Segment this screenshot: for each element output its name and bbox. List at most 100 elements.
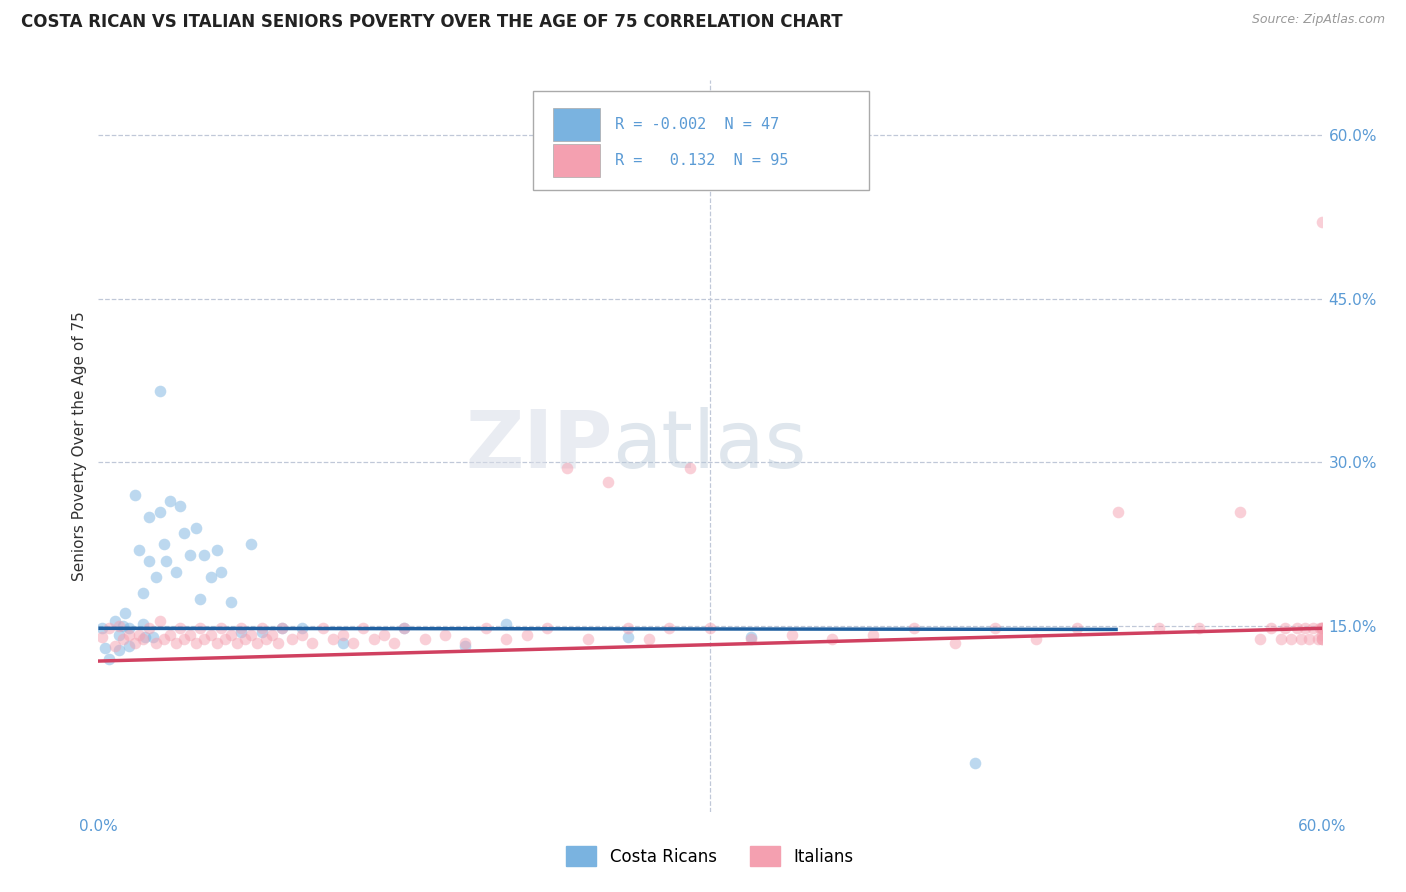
Point — [132, 632, 155, 647]
Point — [516, 628, 538, 642]
Text: R = -0.002  N = 47: R = -0.002 N = 47 — [614, 117, 779, 132]
Point — [984, 621, 1007, 635]
Point — [495, 632, 517, 647]
Point — [152, 632, 174, 647]
Point — [1310, 632, 1333, 647]
Point — [138, 554, 160, 568]
Point — [142, 630, 165, 644]
Point — [169, 621, 191, 635]
Point — [118, 628, 141, 642]
Point — [1309, 621, 1331, 635]
Point — [219, 595, 242, 609]
Point — [186, 635, 208, 649]
Point — [598, 475, 620, 489]
Point — [209, 621, 232, 635]
Point — [188, 591, 212, 606]
Point — [134, 630, 156, 644]
Point — [209, 565, 232, 579]
Point — [536, 621, 558, 635]
Point — [152, 537, 174, 551]
Point — [138, 510, 160, 524]
Point — [138, 621, 160, 635]
Point — [200, 628, 222, 642]
Point — [740, 632, 762, 647]
Y-axis label: Seniors Poverty Over the Age of 75: Seniors Poverty Over the Age of 75 — [72, 311, 87, 581]
Point — [149, 614, 172, 628]
Point — [165, 565, 187, 579]
Point — [145, 635, 167, 649]
Point — [1298, 632, 1320, 647]
Point — [862, 628, 884, 642]
Point — [188, 621, 212, 635]
FancyBboxPatch shape — [533, 91, 869, 190]
Point — [903, 621, 925, 635]
Point — [114, 606, 136, 620]
Point — [301, 635, 323, 649]
Point — [179, 628, 201, 642]
Point — [186, 521, 208, 535]
Point — [679, 460, 702, 475]
Point — [145, 570, 167, 584]
Point — [250, 621, 273, 635]
Point — [1291, 632, 1313, 647]
Point — [434, 628, 457, 642]
Point — [1306, 632, 1329, 647]
Bar — [554, 145, 600, 178]
Point — [179, 548, 201, 562]
Point — [1302, 621, 1324, 635]
Point — [495, 616, 517, 631]
Point — [1274, 621, 1296, 635]
Point — [1310, 621, 1333, 635]
Point — [159, 493, 181, 508]
Point — [454, 635, 477, 649]
Point — [1107, 504, 1129, 518]
Point — [1310, 215, 1333, 229]
Point — [205, 542, 228, 557]
Point — [104, 614, 127, 628]
Point — [658, 621, 681, 635]
Point — [219, 628, 242, 642]
Point — [200, 570, 222, 584]
Point — [780, 628, 803, 642]
Point — [91, 621, 114, 635]
Point — [111, 632, 134, 647]
Point — [226, 635, 249, 649]
Point — [108, 619, 131, 633]
Point — [363, 632, 385, 647]
Point — [342, 635, 364, 649]
Point — [165, 635, 187, 649]
Point — [205, 635, 228, 649]
Point — [240, 628, 263, 642]
Legend: Costa Ricans, Italians: Costa Ricans, Italians — [560, 839, 860, 873]
Point — [312, 621, 335, 635]
Text: COSTA RICAN VS ITALIAN SENIORS POVERTY OVER THE AGE OF 75 CORRELATION CHART: COSTA RICAN VS ITALIAN SENIORS POVERTY O… — [21, 13, 842, 31]
Point — [91, 630, 114, 644]
Point — [291, 621, 314, 635]
Point — [1260, 621, 1282, 635]
Point — [193, 632, 215, 647]
Point — [128, 542, 150, 557]
Point — [97, 621, 120, 635]
Point — [173, 526, 195, 541]
Point — [1286, 621, 1309, 635]
Point — [291, 628, 314, 642]
Text: atlas: atlas — [612, 407, 807, 485]
Point — [373, 628, 395, 642]
Point — [124, 635, 146, 649]
Point — [240, 537, 263, 551]
Point — [233, 632, 256, 647]
Point — [821, 632, 844, 647]
Text: R =   0.132  N = 95: R = 0.132 N = 95 — [614, 153, 787, 169]
Point — [1310, 632, 1333, 647]
Point — [1229, 504, 1251, 518]
Point — [617, 621, 640, 635]
Point — [159, 628, 181, 642]
Point — [576, 632, 599, 647]
Point — [617, 630, 640, 644]
Point — [149, 384, 172, 399]
Point — [352, 621, 374, 635]
Point — [254, 632, 277, 647]
Point — [474, 621, 498, 635]
Point — [250, 624, 273, 639]
Point — [93, 640, 115, 655]
